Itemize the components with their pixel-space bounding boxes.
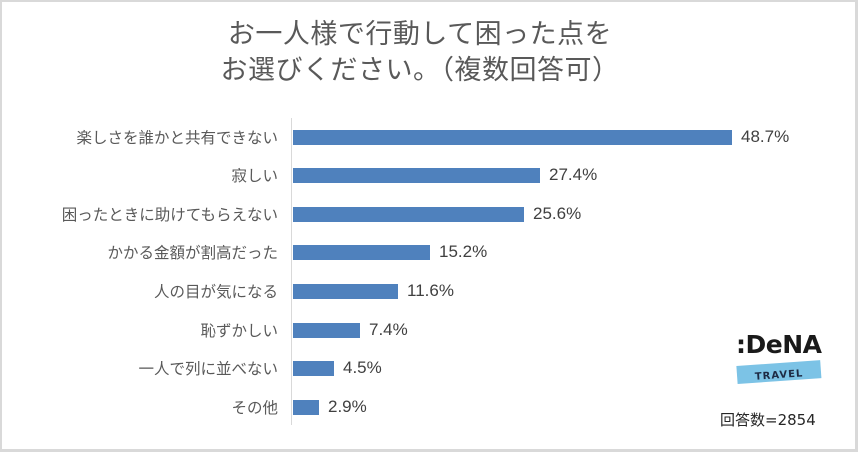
- value-label: 48.7%: [741, 127, 790, 146]
- bar: [293, 361, 334, 376]
- category-label: 人の目が気になる: [153, 283, 278, 301]
- chart-title-line-2: お選びください。（複数回答可）: [220, 55, 620, 86]
- logo-subtitle: TRAVEL: [754, 368, 804, 383]
- bar-row: 楽しさを誰かと共有できない 48.7%: [0, 127, 858, 147]
- category-label: 楽しさを誰かと共有できない: [76, 129, 278, 147]
- value-label: 2.9%: [328, 397, 367, 416]
- bar: [293, 323, 360, 338]
- chart-title: お一人様で行動して困った点を お選びください。（複数回答可）: [180, 17, 660, 89]
- value-label: 7.4%: [369, 320, 408, 339]
- chart-title-line-1: お一人様で行動して困った点を: [227, 19, 613, 50]
- bar: [293, 130, 732, 145]
- bar: [293, 284, 398, 299]
- bar: [293, 207, 524, 222]
- category-axis-line: [291, 118, 292, 425]
- logo-wordmark: :DeNA: [736, 330, 822, 359]
- value-label: 11.6%: [407, 281, 454, 300]
- bar: [293, 168, 540, 183]
- bar-row: その他 2.9%: [0, 397, 858, 417]
- value-label: 4.5%: [343, 358, 382, 377]
- category-label: 困ったときに助けてもらえない: [61, 206, 278, 224]
- category-label: かかる金額が割高だった: [107, 244, 278, 262]
- value-label: 25.6%: [533, 204, 582, 223]
- bar: [293, 245, 430, 260]
- category-label: その他: [231, 399, 278, 417]
- value-label: 27.4%: [549, 165, 598, 184]
- respondent-count: 回答数=2854: [720, 411, 816, 429]
- bar-row: 困ったときに助けてもらえない 25.6%: [0, 204, 858, 224]
- category-label: 恥ずかしい: [200, 322, 278, 340]
- category-label: 一人で列に並べない: [138, 360, 278, 378]
- bar-row: 恥ずかしい 7.4%: [0, 320, 858, 340]
- bar: [293, 400, 319, 415]
- value-label: 15.2%: [439, 242, 488, 261]
- bar-row: 一人で列に並べない 4.5%: [0, 358, 858, 378]
- bar-row: 人の目が気になる 11.6%: [0, 281, 858, 301]
- dena-travel-logo: :DeNA TRAVEL: [734, 330, 826, 392]
- category-label: 寂しい: [231, 167, 278, 185]
- bar-row: 寂しい 27.4%: [0, 165, 858, 185]
- logo-band: TRAVEL: [736, 360, 822, 384]
- bar-row: かかる金額が割高だった 15.2%: [0, 242, 858, 262]
